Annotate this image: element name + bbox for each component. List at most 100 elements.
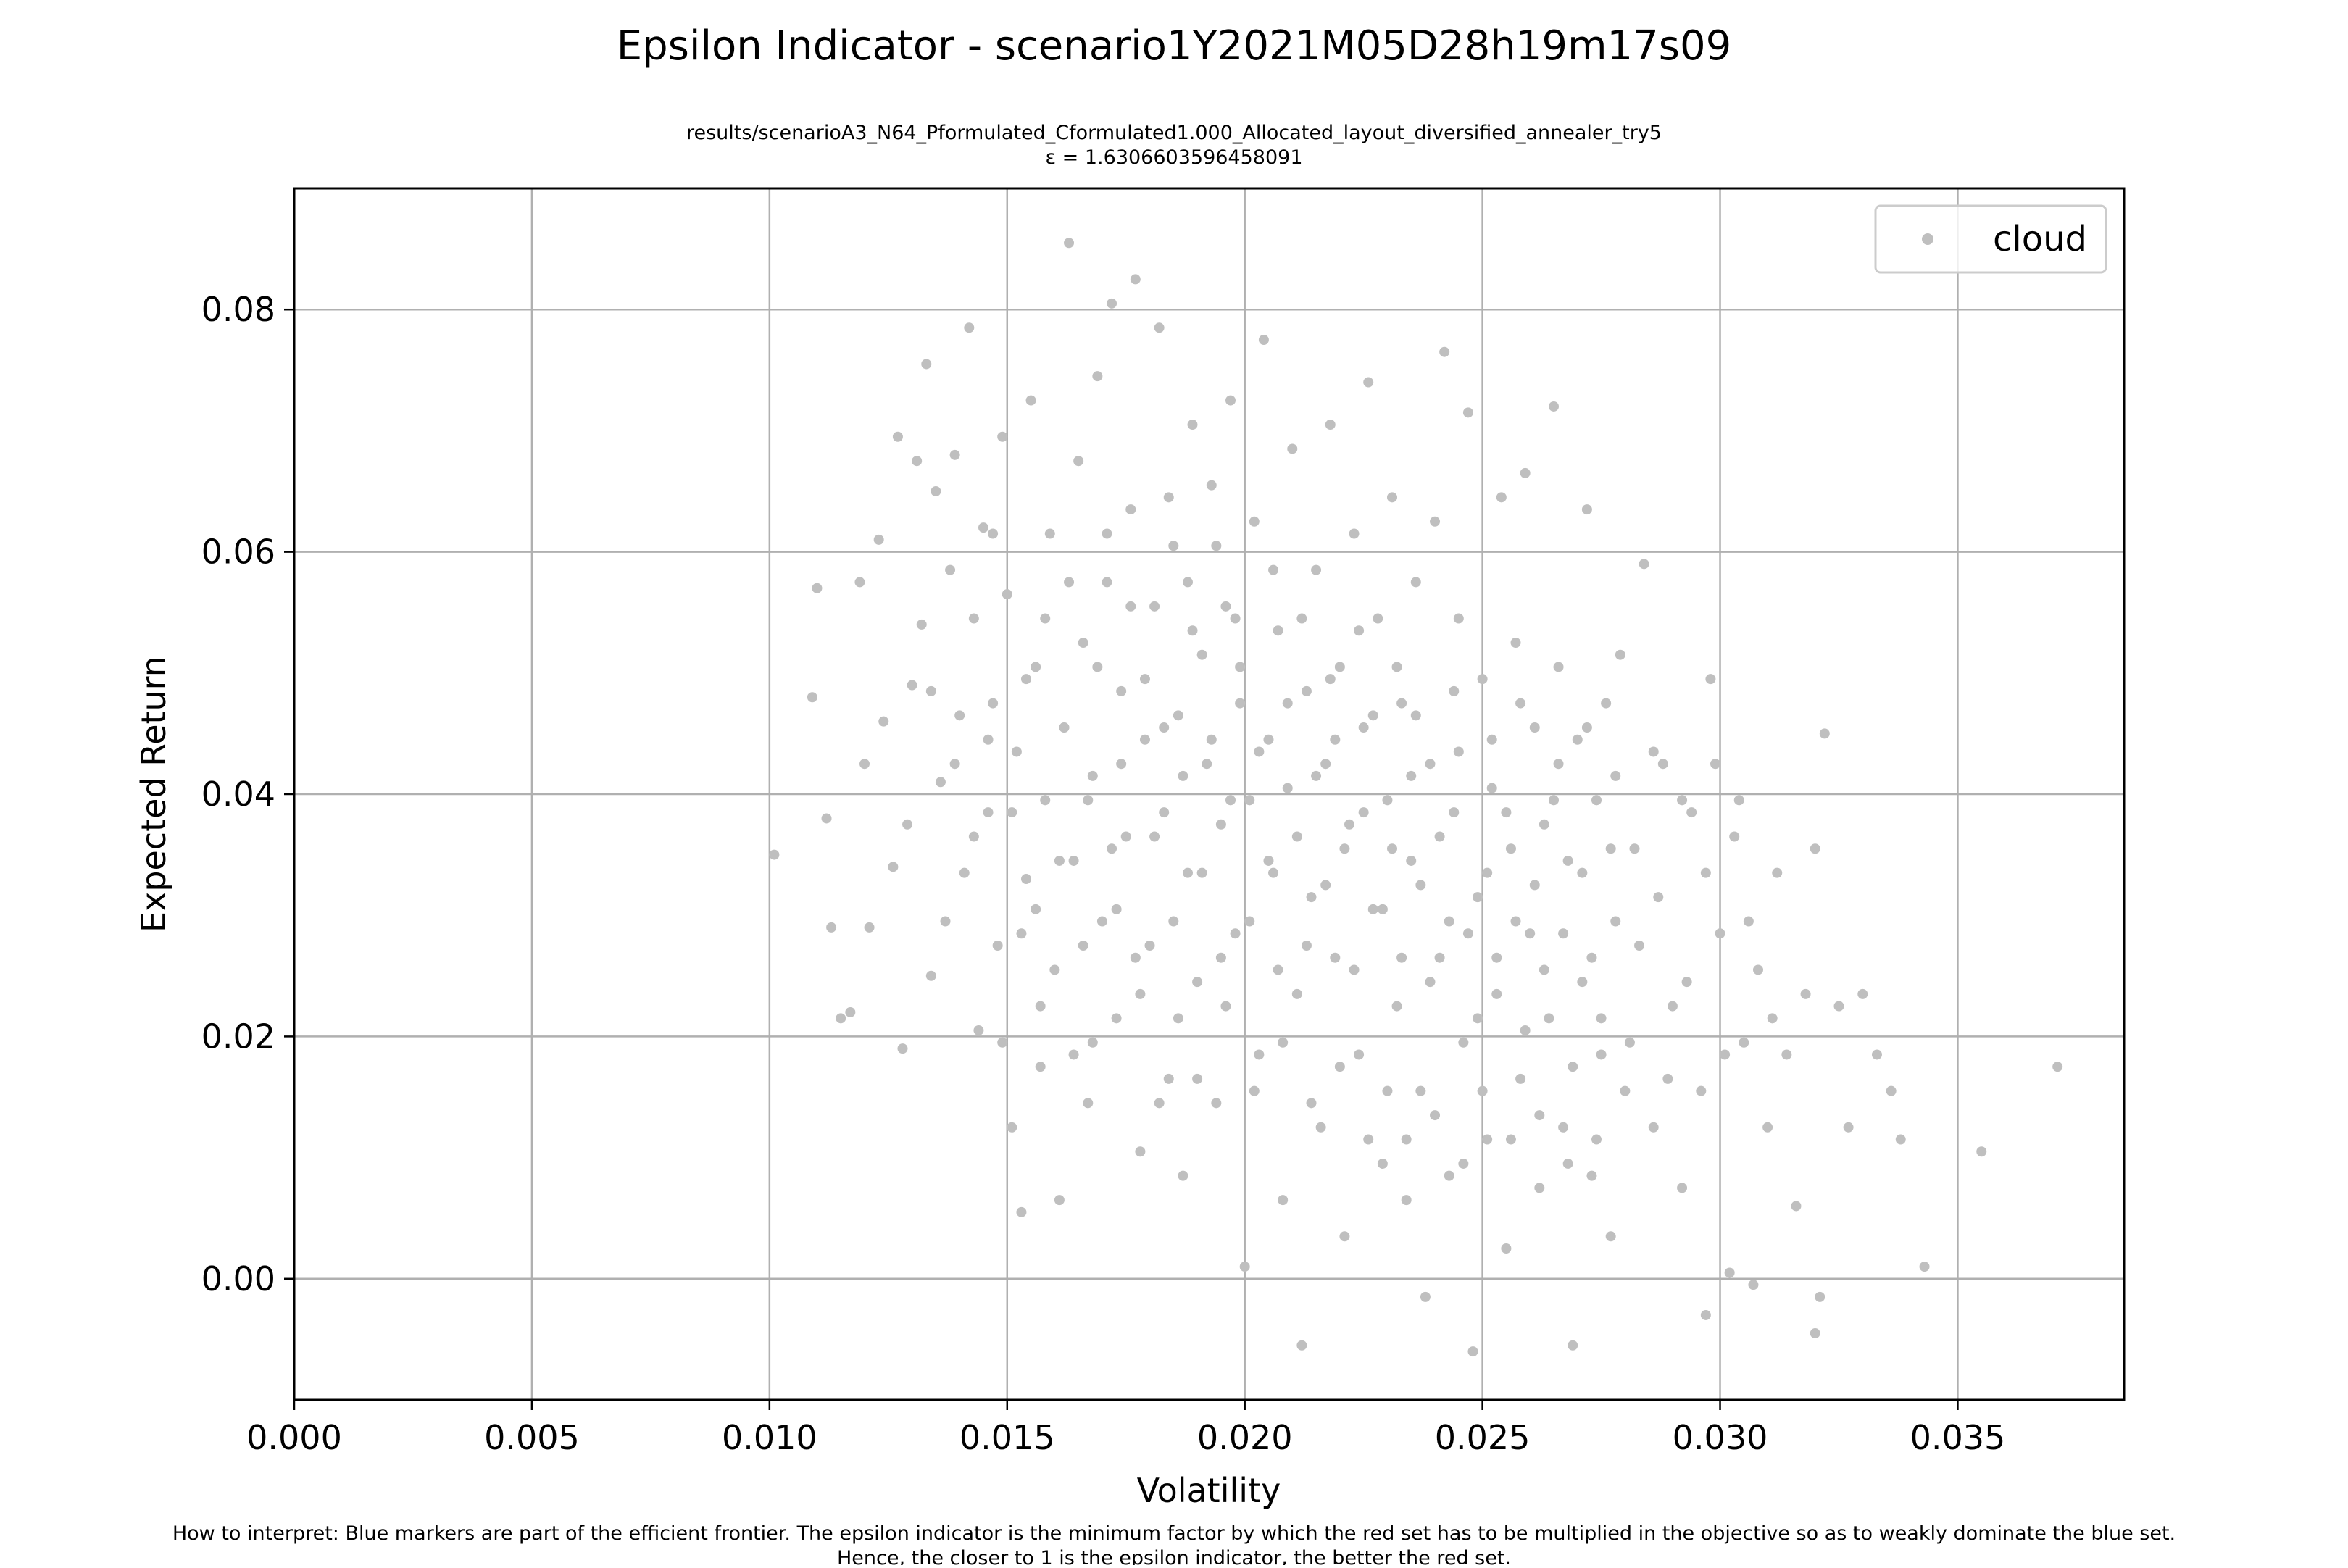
scatter-point — [1819, 728, 1830, 739]
scatter-point — [1781, 1049, 1792, 1060]
scatter-point — [1401, 1134, 1412, 1145]
x-axis-label: Volatility — [1137, 1471, 1281, 1510]
scatter-point — [1367, 904, 1378, 914]
scatter-point — [1396, 952, 1407, 963]
scatter-point — [1144, 941, 1155, 951]
scatter-point — [1425, 977, 1436, 988]
scatter-point — [1415, 1085, 1426, 1096]
scatter-point — [807, 692, 817, 703]
scatter-point — [769, 849, 780, 860]
scatter-point — [1406, 855, 1417, 866]
scatter-point — [1107, 843, 1117, 854]
scatter-point — [1558, 928, 1569, 939]
scatter-point — [1743, 916, 1754, 927]
scatter-point — [1220, 601, 1231, 612]
scatter-point — [988, 698, 999, 709]
scatter-point — [1976, 1146, 1987, 1157]
scatter-point — [1211, 541, 1222, 551]
scatter-point — [1163, 1073, 1174, 1084]
scatter-point — [1263, 734, 1274, 745]
x-tick-label: 0.025 — [1435, 1418, 1531, 1457]
scatter-point — [1373, 613, 1383, 624]
scatter-point — [1135, 1146, 1146, 1157]
scatter-point — [1111, 904, 1122, 914]
scatter-point — [1002, 589, 1012, 600]
scatter-point — [1273, 625, 1283, 636]
scatter-point — [1601, 698, 1612, 709]
scatter-point — [1220, 1001, 1231, 1012]
scatter-point — [1510, 916, 1521, 927]
scatter-point — [1753, 964, 1763, 975]
scatter-point — [1363, 1134, 1374, 1145]
scatter-point — [1064, 577, 1075, 588]
scatter-point — [968, 831, 979, 842]
scatter-point — [1581, 504, 1592, 515]
scatter-point — [1159, 807, 1170, 818]
footnote-line2: Hence, the closer to 1 is the epsilon in… — [837, 1547, 1511, 1565]
scatter-point — [1810, 843, 1820, 854]
scatter-point — [1282, 698, 1293, 709]
scatter-point — [1681, 977, 1692, 988]
scatter-point — [1772, 867, 1783, 878]
scatter-point — [1130, 952, 1141, 963]
scatter-point — [1291, 988, 1302, 999]
scatter-point — [892, 431, 903, 442]
scatter-point — [1568, 1062, 1578, 1072]
scatter-point — [1225, 795, 1236, 806]
scatter-point — [1449, 685, 1460, 696]
scatter-point — [1215, 952, 1226, 963]
scatter-point — [1382, 795, 1393, 806]
scatter-point — [1244, 916, 1255, 927]
scatter-point — [1007, 807, 1017, 818]
scatter-point — [1054, 1195, 1065, 1206]
scatter-point — [1382, 1085, 1393, 1096]
scatter-point — [1296, 1340, 1307, 1351]
scatter-point — [1139, 734, 1150, 745]
scatter-point — [1686, 807, 1697, 818]
scatter-point — [1044, 528, 1055, 539]
scatter-point — [1254, 746, 1265, 757]
scatter-point — [978, 522, 988, 533]
scatter-point — [845, 1006, 856, 1017]
scatter-point — [1525, 928, 1536, 939]
scatter-point — [1401, 1195, 1412, 1206]
scatter-point — [1615, 649, 1625, 660]
scatter-point — [1225, 395, 1236, 406]
scatter-point — [1496, 492, 1507, 503]
scatter-point — [1486, 734, 1497, 745]
scatter-point — [1287, 443, 1298, 454]
scatter-point — [1430, 1110, 1441, 1121]
scatter-point — [1339, 843, 1350, 854]
scatter-point — [1016, 928, 1027, 939]
scatter-point — [1102, 577, 1112, 588]
scatter-point — [1639, 559, 1649, 570]
scatter-point — [1791, 1201, 1802, 1212]
scatter-point — [1544, 1013, 1554, 1024]
scatter-point — [1653, 892, 1664, 903]
scatter-point — [1586, 1170, 1597, 1181]
scatter-point — [1857, 988, 1868, 999]
scatter-point — [1154, 322, 1165, 333]
scatter-point — [1453, 613, 1464, 624]
scatter-point — [1871, 1049, 1882, 1060]
scatter-point — [1149, 831, 1160, 842]
legend: cloud — [1874, 204, 2107, 274]
scatter-point — [1705, 674, 1716, 685]
scatter-point — [1505, 843, 1516, 854]
scatter-point — [1568, 1340, 1578, 1351]
scatter-point — [1278, 1195, 1289, 1206]
scatter-point — [968, 613, 979, 624]
scatter-point — [1182, 577, 1193, 588]
scatter-point — [1453, 746, 1464, 757]
scatter-point — [1434, 831, 1445, 842]
scatter-point — [1458, 1158, 1469, 1169]
scatter-point — [902, 819, 913, 830]
scatter-point — [1306, 892, 1317, 903]
scatter-point — [1239, 1262, 1250, 1272]
scatter-point — [907, 680, 917, 691]
scatter-point — [983, 734, 994, 745]
scatter-point — [1311, 564, 1322, 575]
scatter-point — [826, 922, 837, 933]
scatter-point — [1667, 1001, 1678, 1012]
